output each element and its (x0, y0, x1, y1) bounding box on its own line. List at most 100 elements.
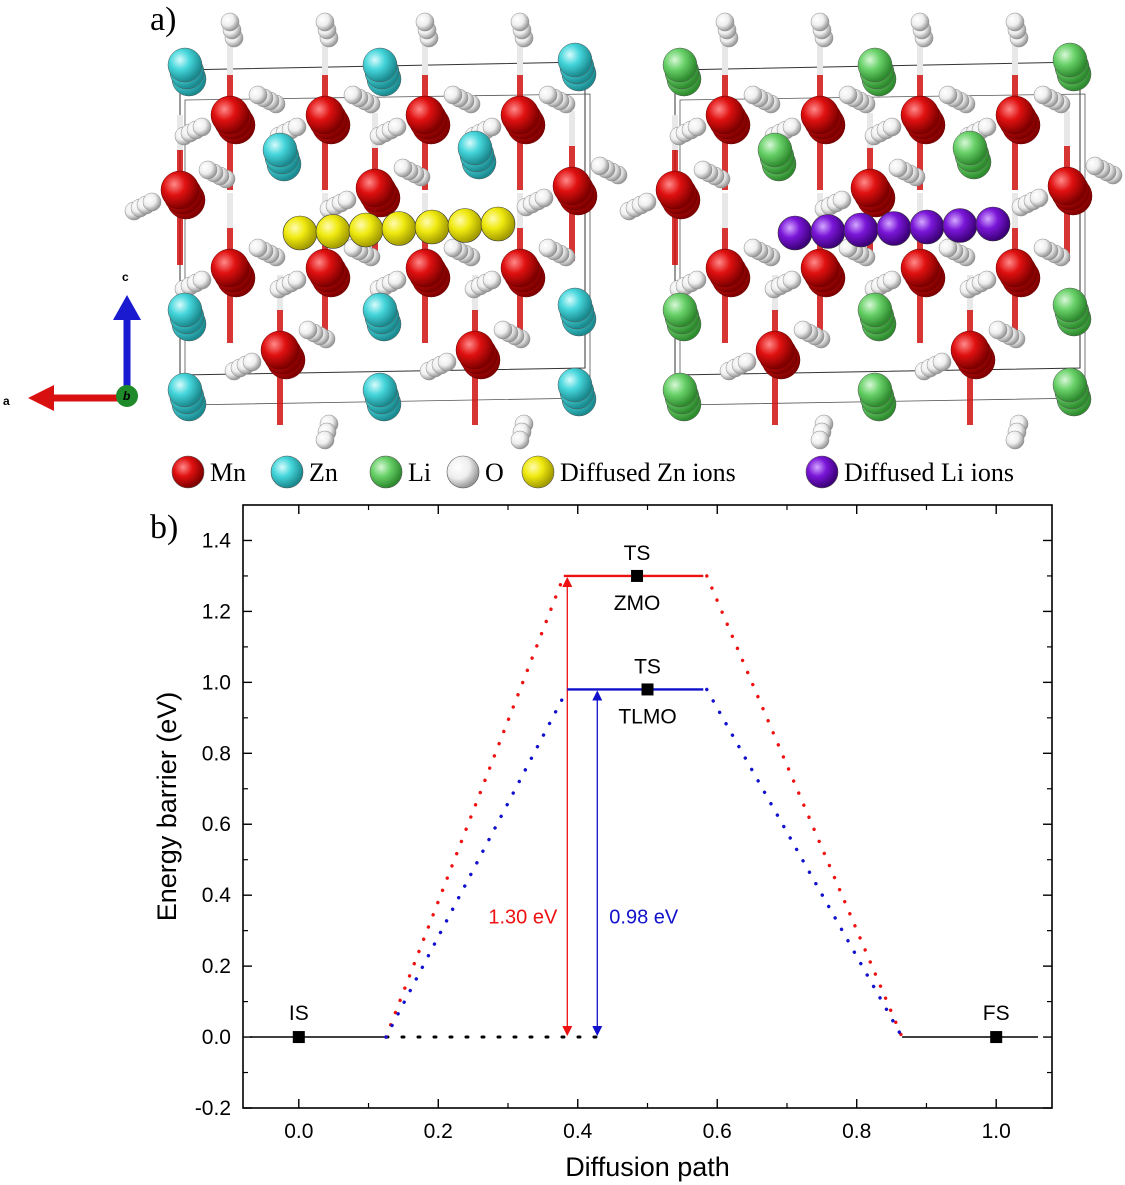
mn-atom (260, 330, 300, 370)
interlayer-cation-atom (557, 287, 593, 323)
barrier-value-label: 0.98 eV (609, 907, 679, 929)
x-tick-label: 0.0 (284, 1120, 313, 1143)
falling-dotted-path (705, 687, 904, 1039)
diffused-li-ion (810, 214, 846, 249)
state-label: FS (983, 1002, 1010, 1025)
mn-atom (800, 95, 840, 135)
interlayer-cation-atom (362, 292, 398, 328)
c-axis-arrowhead (113, 295, 141, 320)
oxygen-atom (337, 190, 357, 210)
state-marker (292, 1031, 305, 1044)
oxygen-atom (977, 117, 997, 137)
interlayer-cation-atom (1052, 367, 1088, 403)
legend-swatch (270, 455, 304, 489)
interlayer-cation-atom (557, 42, 593, 78)
oxygen-atom (938, 85, 958, 105)
diffused-zn-ion (447, 208, 483, 243)
bond (569, 111, 575, 146)
mn-atom (900, 95, 940, 135)
oxygen-atom (832, 190, 852, 210)
oxygen-atom (510, 430, 530, 450)
bond (227, 40, 233, 75)
mn-atom (995, 248, 1035, 288)
energy-barrier-chart: -0.2 0.0 0.2 0.4 0.6 0.8 1.0 1.2 1.4 0.0 0.2 0.4 0.6… (152, 504, 1053, 1182)
oxygen-atom (1085, 156, 1105, 176)
y-tick-label: 0.2 (202, 955, 231, 978)
mn-atom (850, 168, 890, 208)
diffused-li-ion (942, 208, 978, 243)
mn-atom (1047, 166, 1087, 206)
y-axis-title: Energy barrier (eV) (152, 692, 182, 922)
barrier-value-label: 1.30 eV (488, 907, 558, 929)
interlayer-cation-atom (662, 372, 698, 408)
oxygen-atom (590, 156, 610, 176)
bond (422, 193, 428, 228)
zmo-crystal-structure (124, 12, 628, 450)
y-tick-label: 0.0 (202, 1026, 231, 1049)
legend-swatch (521, 455, 555, 489)
oxygen-atom (910, 12, 930, 32)
oxygen-atom (482, 117, 502, 137)
mn-atom (995, 95, 1035, 135)
mn-atom (455, 330, 495, 370)
bond (917, 40, 923, 75)
oxygen-atom (687, 270, 707, 290)
falling-dotted-path (705, 574, 904, 1039)
oxygen-atom (192, 117, 212, 137)
oxygen-atom (882, 270, 902, 290)
mn-atom (305, 95, 345, 135)
diffused-li-ion (777, 215, 813, 251)
legend-label: Diffused Zn ions (560, 458, 736, 487)
mn-atom (210, 248, 250, 288)
series-name-label: ZMO (614, 592, 661, 615)
bond (1012, 40, 1018, 75)
panel-a-label: a) (150, 1, 176, 38)
oxygen-atom (387, 117, 407, 137)
oxygen-atom (192, 270, 212, 290)
panel-b-label: b) (150, 509, 178, 546)
mn-atom (305, 248, 345, 288)
interlayer-cation-atom (167, 372, 203, 408)
legend-label: Zn (309, 458, 338, 487)
oxygen-atom (1033, 85, 1053, 105)
y-tick-label: 1.2 (202, 600, 231, 623)
oxygen-atom (715, 12, 735, 32)
oxygen-atom (1033, 238, 1053, 258)
oxygen-atom (443, 85, 463, 105)
interlayer-cation-atom (857, 292, 893, 328)
bond (227, 193, 233, 228)
oxygen-atom (387, 270, 407, 290)
bond (722, 40, 728, 75)
x-axis-title: Diffusion path (565, 1152, 730, 1182)
oxygen-atom (242, 352, 262, 372)
diffused-zn-ion (480, 206, 516, 242)
oxygen-atom (248, 238, 268, 258)
oxygen-atom (248, 85, 268, 105)
oxygen-atom (287, 270, 307, 290)
oxygen-atom (637, 192, 657, 212)
oxygen-atom (443, 238, 463, 258)
x-tick-label: 0.6 (703, 1120, 732, 1143)
x-tick-label: 0.8 (842, 1120, 871, 1143)
interlayer-cation-atom (557, 367, 593, 403)
oxygen-atom (810, 12, 830, 32)
legend-swatch (369, 455, 403, 489)
a-axis-arrowhead (28, 385, 54, 411)
diffused-li-ion (975, 206, 1011, 242)
tlmo-crystal-structure (619, 12, 1123, 450)
oxygen-atom (482, 270, 502, 290)
oxygen-atom (782, 117, 802, 137)
x-tick-label: 1.0 (982, 1120, 1011, 1143)
oxygen-atom (988, 320, 1008, 340)
bond (917, 193, 923, 228)
b-axis-dot (116, 385, 138, 407)
interlayer-cation-atom (952, 130, 988, 166)
interlayer-cation-atom (857, 372, 893, 408)
interlayer-cation-atom (757, 132, 793, 168)
oxygen-atom (782, 270, 802, 290)
oxygen-atom (882, 117, 902, 137)
legend-swatch (446, 455, 480, 489)
ts-label: TS (624, 542, 651, 565)
oxygen-atom (343, 85, 363, 105)
